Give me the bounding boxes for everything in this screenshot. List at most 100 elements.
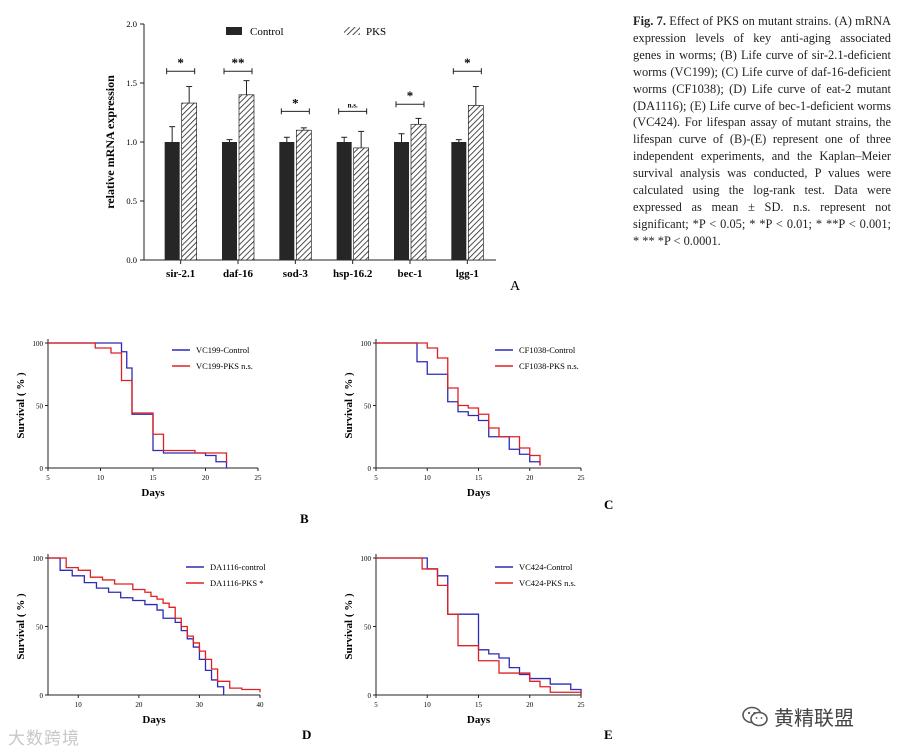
x-tick-label: 20 [526, 474, 534, 482]
x-axis-label: Days [142, 714, 166, 726]
category-label: hsp-16.2 [333, 268, 373, 280]
bar-pks [295, 129, 312, 261]
significance-label: n.s. [348, 101, 358, 109]
legend-entry: CF1038-PKS n.s. [519, 361, 579, 371]
x-tick-label: 20 [526, 701, 534, 709]
category-label: daf-16 [223, 268, 253, 280]
y-axis-label: Survival ( % ) [343, 372, 355, 439]
x-tick-label: 30 [196, 701, 204, 709]
watermark-right: 黄精联盟 [742, 702, 854, 731]
significance-label: * [407, 88, 414, 103]
watermark-right-text: 黄精联盟 [774, 706, 854, 730]
x-tick-label: 25 [255, 474, 263, 482]
legend-control: Control [250, 26, 284, 38]
panel-label: C [604, 497, 613, 512]
y-tick-label: 0 [368, 692, 372, 700]
legend-entry: VC424-PKS n.s. [519, 578, 576, 588]
x-tick-label: 20 [135, 701, 143, 709]
y-tick-label: 0.0 [126, 255, 137, 265]
chart-panel-b: 0 50 100 5 10 15 20 25 Days Survival ( % ) VC199-C… [15, 339, 309, 526]
figure-caption: Fig. 7. Effect of PKS on mutant strains.… [633, 13, 891, 250]
bar-pks [410, 123, 427, 261]
chart-panel-c: 0 50 100 5 10 15 20 25 Days Survival ( % ) CF1038-… [343, 339, 613, 512]
legend-entry: CF1038-Control [519, 345, 576, 355]
y-tick-label: 100 [33, 340, 44, 348]
legend-swatch-pks [344, 27, 360, 35]
y-tick-label: 2.0 [126, 19, 137, 29]
panel-label: A [510, 279, 521, 294]
x-axis-label: Days [141, 487, 165, 499]
legend-swatch-control [226, 27, 242, 35]
x-tick-label: 10 [424, 701, 432, 709]
x-axis-label: Days [467, 487, 491, 499]
x-tick-label: 15 [150, 474, 158, 482]
significance-label: * [292, 95, 299, 110]
legend-entry: DA1116-control [210, 562, 266, 572]
y-tick-label: 50 [36, 624, 44, 632]
legend-entry: VC199-Control [196, 345, 250, 355]
panel-label: E [604, 727, 613, 742]
chart-panel-d: 0 50 100 10 20 30 40 Days Survival ( % ) DA1116-c… [15, 554, 311, 742]
y-axis-label: Survival ( % ) [15, 372, 27, 439]
category-label: sir-2.1 [166, 268, 195, 280]
survival-curve-control [48, 557, 225, 695]
legend-entry: DA1116-PKS * [210, 578, 263, 588]
survival-curve-control [376, 342, 541, 466]
x-axis-label: Days [467, 714, 491, 726]
legend-entry: VC424-Control [519, 562, 573, 572]
survival-curve-pks [48, 342, 228, 463]
y-axis-label: Survival ( % ) [343, 593, 355, 660]
significance-label: * [177, 55, 184, 70]
category-label: sod-3 [283, 268, 309, 280]
y-tick-label: 100 [361, 340, 372, 348]
bar-pks [181, 102, 198, 261]
y-tick-label: 50 [364, 624, 372, 632]
bar-control [394, 142, 409, 260]
y-tick-label: 0 [40, 465, 44, 473]
bar-pks [353, 147, 370, 261]
chart-panel-a: 0.0 0.5 1.0 1.5 2.0 relative mRNA expression *… [103, 19, 521, 294]
bar-pks [238, 94, 255, 261]
bar-control [451, 142, 467, 260]
bar-control [279, 142, 295, 260]
legend-pks: PKS [366, 26, 386, 38]
x-tick-label: 15 [475, 474, 483, 482]
chart-panel-e: 0 50 100 5 10 15 20 25 Days Survival ( % ) VC424-C… [343, 554, 613, 742]
bar-control [336, 142, 352, 260]
panel-label: D [302, 727, 311, 742]
x-tick-label: 10 [97, 474, 105, 482]
y-tick-label: 1.0 [126, 137, 137, 147]
x-tick-label: 10 [75, 701, 83, 709]
y-tick-label: 100 [361, 555, 372, 563]
x-tick-label: 20 [202, 474, 210, 482]
x-tick-label: 5 [46, 474, 50, 482]
y-tick-label: 100 [33, 555, 44, 563]
caption-text: Effect of PKS on mutant strains. (A) mRN… [633, 14, 891, 248]
x-tick-label: 5 [374, 474, 378, 482]
x-tick-label: 40 [257, 701, 265, 709]
x-tick-label: 5 [374, 701, 378, 709]
y-tick-label: 1.5 [126, 78, 137, 88]
bar-pks [467, 105, 484, 261]
y-tick-label: 50 [36, 403, 44, 411]
panel-label: B [300, 511, 309, 526]
survival-curve-pks [48, 557, 261, 693]
x-tick-label: 10 [424, 474, 432, 482]
significance-label: * [464, 55, 471, 70]
survival-curve-pks [376, 557, 582, 695]
y-tick-label: 0 [40, 692, 44, 700]
y-tick-label: 50 [364, 403, 372, 411]
significance-label: ** [232, 55, 245, 70]
x-tick-label: 15 [475, 701, 483, 709]
bar-control [222, 142, 237, 260]
y-axis-label: relative mRNA expression [103, 75, 117, 209]
category-label: bec-1 [397, 268, 422, 280]
x-tick-label: 25 [578, 701, 586, 709]
caption-label: Fig. 7. [633, 14, 666, 28]
bar-control [164, 142, 180, 260]
y-tick-label: 0 [368, 465, 372, 473]
y-tick-label: 0.5 [126, 196, 137, 206]
category-label: lgg-1 [456, 268, 479, 280]
watermark-left: 大数跨境 [8, 729, 80, 749]
y-axis-label: Survival ( % ) [15, 593, 27, 660]
